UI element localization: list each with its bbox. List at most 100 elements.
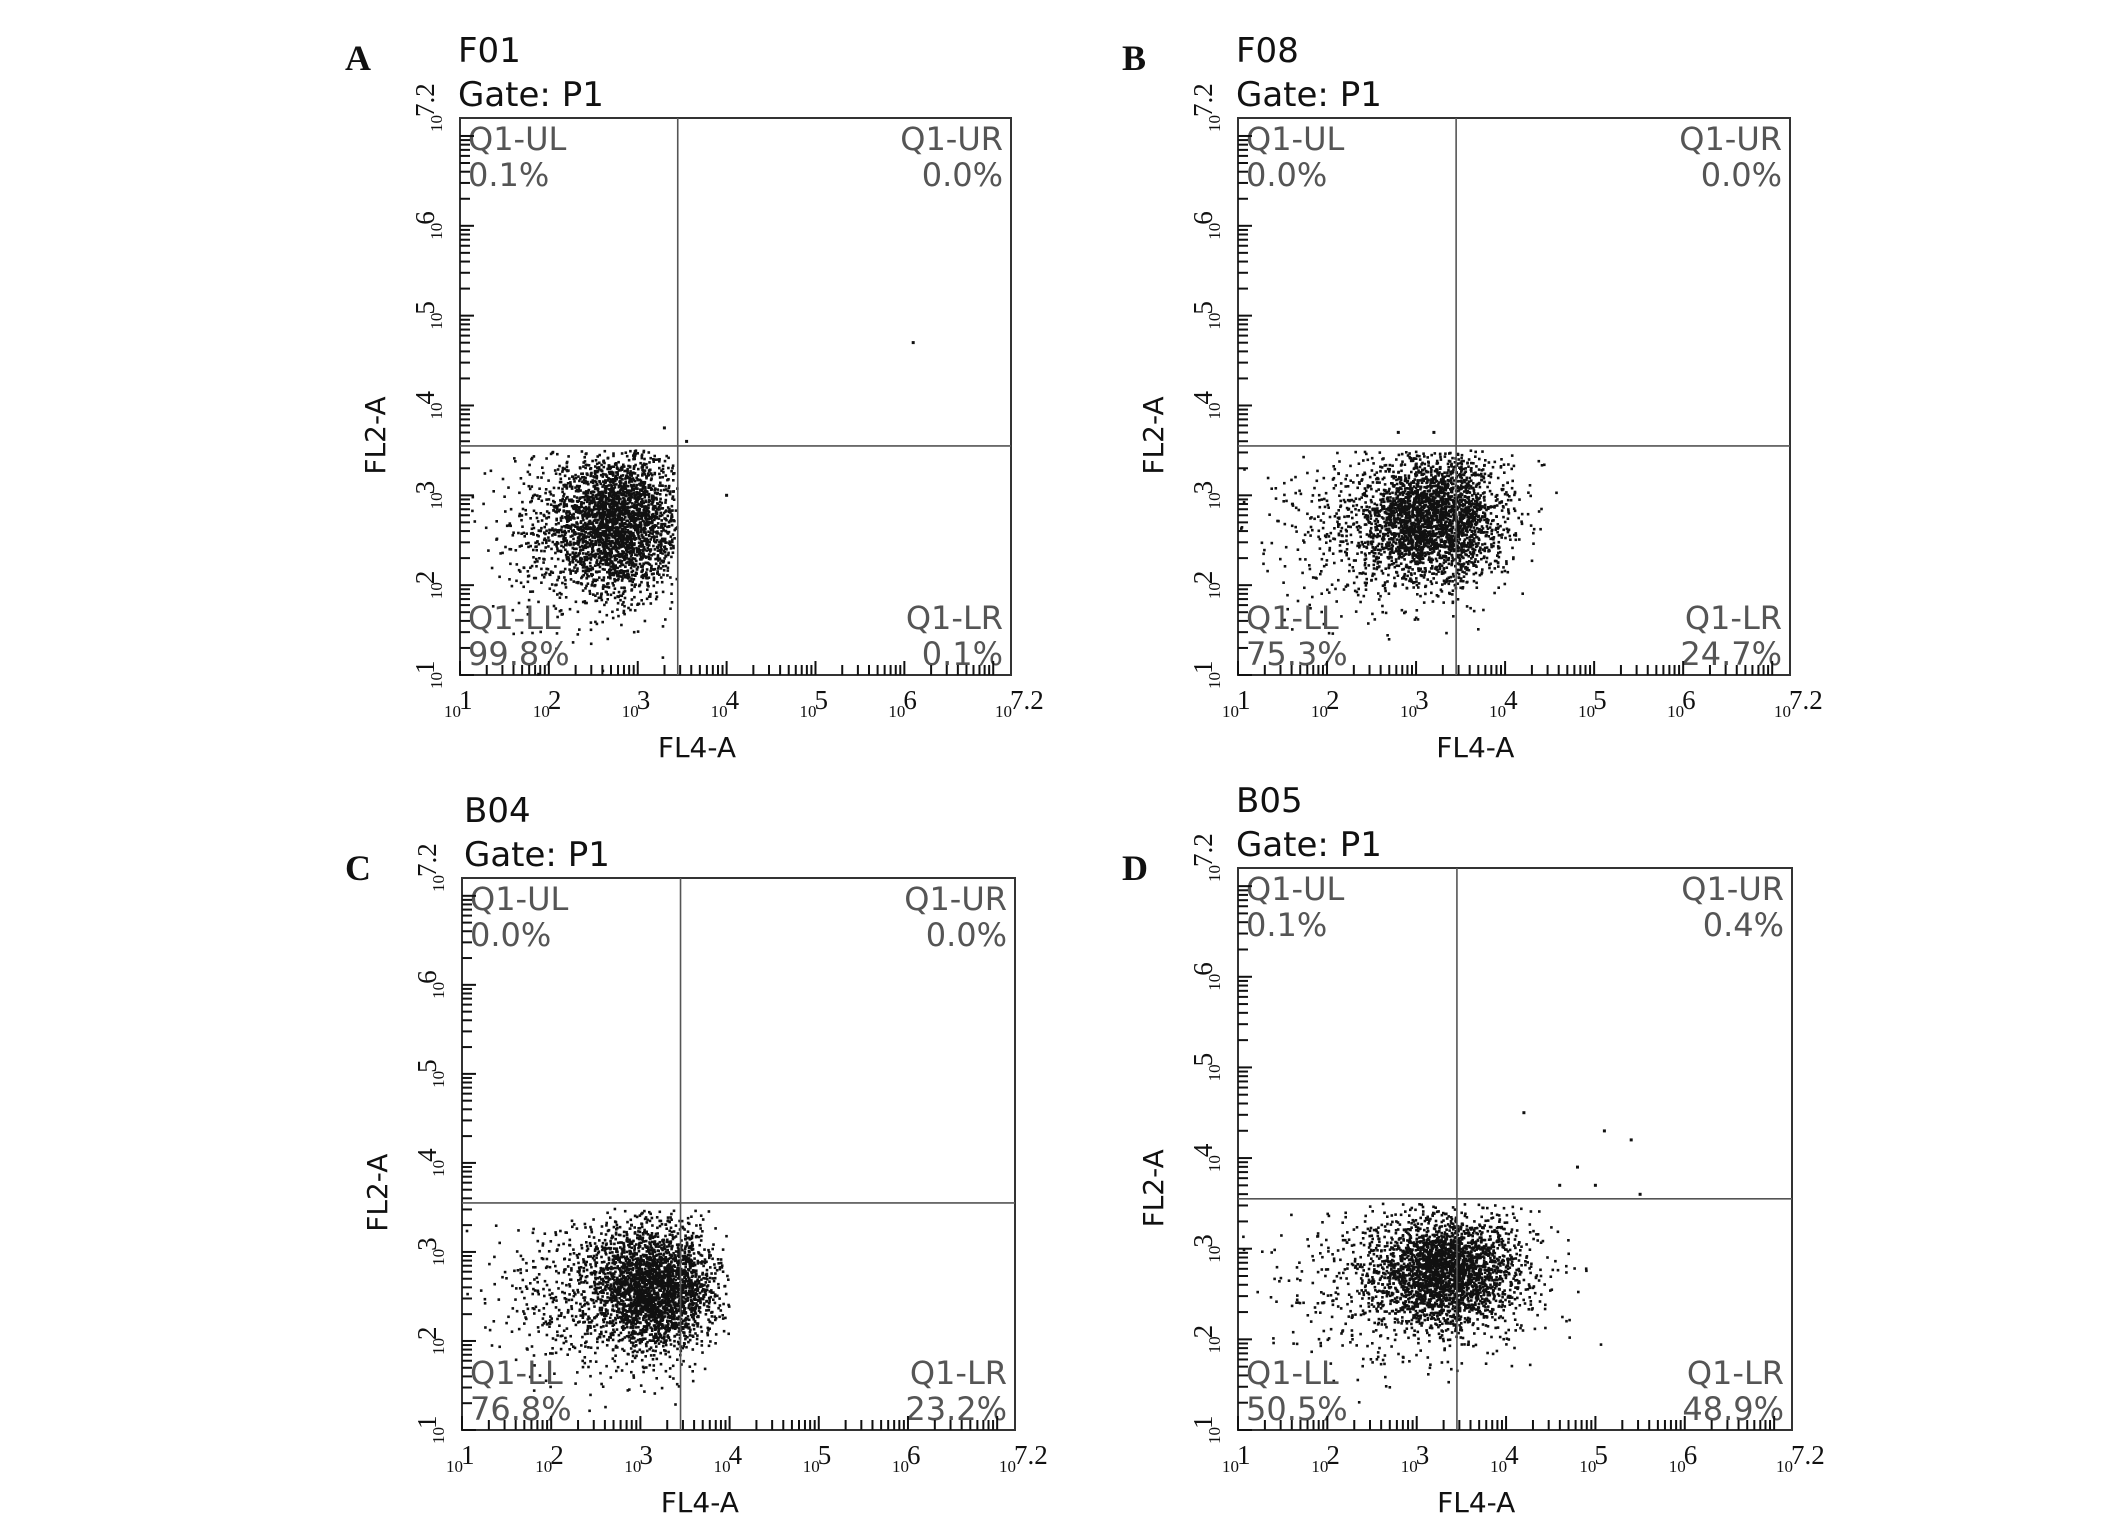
- event-dot: [615, 476, 619, 480]
- quadrant-name: Q1-LL: [468, 599, 561, 637]
- x-tick-label: 102: [533, 685, 562, 721]
- event-dot: [582, 481, 586, 485]
- event-dot: [595, 514, 599, 517]
- event-dot: [632, 578, 636, 581]
- event-dot: [579, 477, 582, 481]
- event-dot: [661, 464, 665, 468]
- event-dot: [599, 504, 602, 508]
- event-dot: [667, 484, 671, 488]
- event-dot: [623, 604, 626, 608]
- event-dot: [584, 480, 588, 483]
- event-dot: [540, 581, 543, 584]
- event-dot: [562, 537, 565, 540]
- event-dot: [598, 527, 602, 531]
- event-dot: [622, 493, 625, 497]
- event-dot: [581, 480, 584, 483]
- event-dot: [609, 544, 613, 547]
- event-dot: [655, 511, 659, 514]
- event-dot: [588, 495, 592, 499]
- event-dot: [1493, 559, 1497, 563]
- event-dot: [628, 524, 631, 527]
- event-dot: [639, 551, 642, 555]
- event-dot: [645, 466, 649, 469]
- event-dot: [517, 568, 521, 572]
- event-dot: [1509, 498, 1513, 502]
- event-dot: [586, 497, 589, 501]
- event-dot: [1403, 474, 1407, 477]
- event-dot: [627, 606, 630, 610]
- event-dot: [628, 471, 632, 475]
- event-dot: [647, 469, 651, 472]
- event-dot: [612, 499, 616, 502]
- event-dot: [612, 471, 615, 474]
- event-dot: [553, 501, 556, 504]
- event-dot: [590, 574, 593, 578]
- event-dot: [637, 518, 641, 521]
- event-dot: [1384, 589, 1387, 593]
- event-dot: [1380, 500, 1383, 504]
- event-dot: [624, 542, 628, 546]
- event-dot: [634, 553, 637, 556]
- event-dot: [628, 531, 631, 534]
- event-dot: [560, 534, 564, 537]
- y-tick-base: 10: [427, 115, 446, 132]
- event-dot: [568, 607, 572, 611]
- event-dot: [628, 563, 631, 566]
- event-dot: [627, 493, 631, 497]
- event-dot: [525, 532, 528, 535]
- event-dot: [658, 458, 661, 461]
- event-dot: [568, 543, 571, 546]
- event-dot: [1421, 468, 1424, 472]
- event-dot: [576, 633, 580, 636]
- event-dot: [591, 522, 595, 526]
- event-dot: [589, 556, 593, 560]
- event-dot: [629, 470, 632, 473]
- event-dot: [1439, 458, 1443, 461]
- event-dot: [622, 586, 626, 589]
- event-dot: [610, 490, 614, 494]
- event-dot: [671, 497, 674, 500]
- event-dot: [622, 600, 625, 604]
- event-dot: [647, 530, 650, 533]
- event-dot: [1483, 515, 1487, 519]
- event-dot: [631, 477, 635, 480]
- event-dot: [545, 529, 548, 533]
- event-dot: [527, 541, 530, 545]
- event-dot: [605, 539, 608, 543]
- event-dot: [612, 567, 615, 571]
- event-dot: [547, 545, 550, 548]
- event-dot: [558, 472, 562, 476]
- event-dot: [557, 575, 560, 579]
- event-dot: [542, 576, 546, 579]
- event-dot: [532, 455, 536, 458]
- event-dot: [572, 504, 575, 508]
- event-dot: [636, 474, 640, 477]
- event-dot: [639, 461, 642, 465]
- event-dot: [619, 530, 622, 533]
- event-dot: [574, 476, 578, 480]
- event-dot: [608, 481, 612, 484]
- event-dot: [498, 575, 501, 579]
- event-dot: [628, 579, 631, 583]
- event-dot: [528, 463, 531, 467]
- event-dot: [621, 603, 624, 606]
- event-dot: [545, 510, 549, 513]
- event-dot: [580, 505, 584, 509]
- event-dot: [631, 569, 635, 573]
- event-dot: [537, 497, 540, 500]
- event-dot: [664, 564, 668, 568]
- event-dot: [573, 495, 576, 498]
- event-dot: [1400, 608, 1404, 612]
- event-dot: [588, 508, 591, 512]
- event-dot: [520, 631, 524, 635]
- event-dot: [578, 466, 582, 469]
- event-dot: [619, 476, 622, 480]
- event-dot: [659, 511, 662, 515]
- event-dot: [566, 552, 569, 556]
- event-dot: [560, 525, 564, 529]
- event-dot: [671, 533, 675, 536]
- event-dot: [562, 540, 565, 544]
- event-dot: [499, 552, 502, 555]
- event-dot: [577, 475, 580, 478]
- event-dot: [595, 495, 598, 499]
